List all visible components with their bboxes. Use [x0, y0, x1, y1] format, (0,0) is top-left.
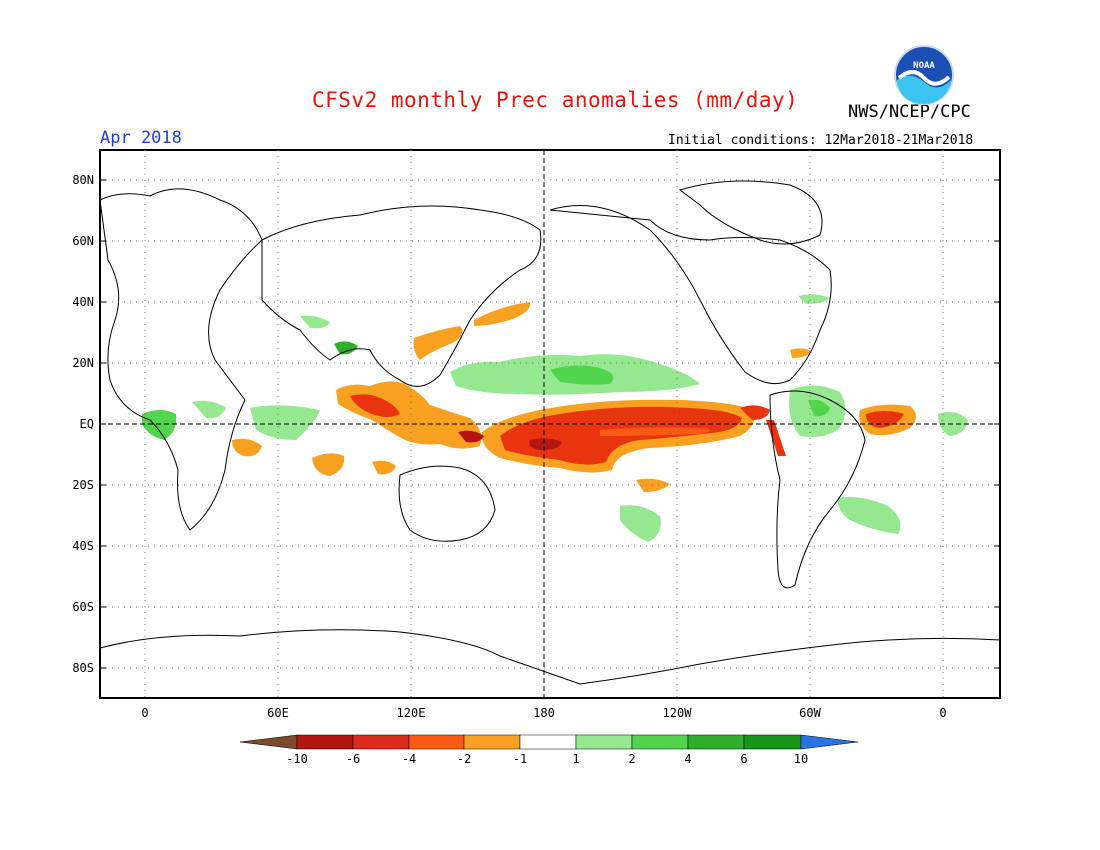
colorbar-label: 2	[628, 752, 635, 766]
lon-label: 60W	[799, 706, 821, 720]
coast-europe-africa	[99, 188, 263, 531]
lat-label: 80N	[72, 173, 94, 187]
colorbar-label: 4	[684, 752, 691, 766]
anomaly-south-pacific-green	[620, 505, 661, 542]
colorbar-label: -2	[457, 752, 471, 766]
noaa-logo: NOAA	[894, 45, 954, 105]
colorbar-label: 6	[740, 752, 747, 766]
initial-conditions: Initial conditions: 12Mar2018-21Mar2018	[668, 133, 974, 148]
anomaly-north-pacific-green-2	[550, 365, 614, 385]
anomaly-caribbean-orange	[790, 348, 812, 358]
lat-label: 60S	[72, 600, 94, 614]
lon-label: 120E	[397, 706, 426, 720]
coast-antarctica	[99, 629, 1001, 685]
lat-label: 60N	[72, 234, 94, 248]
forecast-month: Apr 2018	[100, 128, 182, 148]
colorbar-label: -6	[346, 752, 360, 766]
map-frame	[99, 149, 1001, 699]
lon-label: 180	[533, 706, 555, 720]
colorbar-bin	[687, 734, 745, 750]
lat-label: 80S	[72, 661, 94, 675]
colorbar-bin	[631, 734, 689, 750]
lon-label: 0	[939, 706, 946, 720]
colorbar-bin	[352, 734, 410, 750]
anomaly-south-atlantic-green	[837, 497, 901, 534]
colorbar	[239, 734, 859, 750]
lon-labels: 0 60E 120E 180 120W 60W 0	[141, 706, 946, 720]
anomaly-atlantic-red	[866, 411, 904, 428]
colorbar-low-arrow	[239, 734, 298, 750]
coast-greenland	[678, 180, 823, 245]
anomaly-north-atlantic-green	[798, 294, 830, 304]
anomaly-indian-orange-2	[312, 453, 345, 476]
anomaly-central-pacific-red	[500, 406, 742, 465]
colorbar-label: 1	[572, 752, 579, 766]
logo-text: NOAA	[913, 61, 935, 71]
lat-label: 40N	[72, 295, 94, 309]
coastlines	[99, 180, 1001, 685]
lon-label: 0	[141, 706, 148, 720]
org-label: NWS/NCEP/CPC	[848, 102, 971, 122]
anomaly-maritime-red	[350, 394, 400, 417]
tick-marks	[100, 179, 1000, 669]
anomaly-bay-orange	[413, 326, 463, 360]
colorbar-bin	[519, 734, 577, 750]
colorbar-bin	[743, 734, 802, 750]
colorbar-bin	[463, 734, 521, 750]
coast-australia	[398, 465, 496, 542]
anomaly-africa-west-green	[192, 400, 226, 419]
anomaly-sw-pacific-orange	[636, 478, 670, 492]
anomaly-newguinea-red	[458, 430, 484, 443]
anomaly-amazon-green-2	[808, 399, 830, 417]
coast-north-america	[549, 205, 832, 385]
anomaly-africa-green	[142, 410, 177, 440]
lat-label: 20S	[72, 478, 94, 492]
colorbar-bin	[575, 734, 633, 750]
colorbar-label: -4	[402, 752, 416, 766]
anomaly-central-pacific-deep	[529, 438, 562, 450]
map-title: CFSv2 monthly Prec anomalies (mm/day)	[312, 88, 799, 112]
lat-label: 40S	[72, 539, 94, 553]
coast-south-america	[769, 390, 866, 589]
graticule	[100, 150, 1000, 698]
anomaly-maritime-orange	[336, 381, 482, 449]
anomaly-central-pacific-orange	[481, 399, 755, 473]
anomaly-eastpac-red	[740, 405, 770, 420]
anomaly-atlantic-orange	[859, 404, 916, 436]
anomaly-india-green	[334, 341, 358, 355]
anomaly-indian-green	[250, 405, 320, 440]
colorbar-label: 10	[794, 752, 808, 766]
anomaly-indian-orange-3	[372, 460, 396, 475]
coast-asia	[261, 205, 542, 387]
lat-label: EQ	[80, 417, 94, 431]
anomaly-north-pacific-green	[450, 354, 700, 395]
colorbar-labels: -10 -6 -4 -2 -1 1 2 4 6 10	[286, 752, 808, 766]
anomaly-amazon-green	[789, 385, 846, 438]
anomaly-nw-pacific-orange	[474, 302, 531, 326]
colorbar-label: -10	[286, 752, 308, 766]
lon-label: 60E	[267, 706, 289, 720]
colorbar-high-arrow	[800, 734, 859, 750]
anomaly-arabia-green	[300, 315, 330, 329]
anomaly-pacific-tongue	[600, 427, 710, 436]
anomaly-indian-orange	[232, 438, 262, 457]
anomaly-eq-atlantic-green	[938, 412, 968, 436]
colorbar-bin	[296, 734, 354, 750]
colorbar-bin	[408, 734, 465, 750]
lon-label: 120W	[663, 706, 693, 720]
anomaly-field	[142, 294, 968, 542]
lat-label: 20N	[72, 356, 94, 370]
anomaly-andes-stripes	[766, 420, 786, 456]
lat-labels: 80N 60N 40N 20N EQ 20S 40S 60S 80S	[72, 173, 94, 675]
colorbar-label: -1	[513, 752, 527, 766]
